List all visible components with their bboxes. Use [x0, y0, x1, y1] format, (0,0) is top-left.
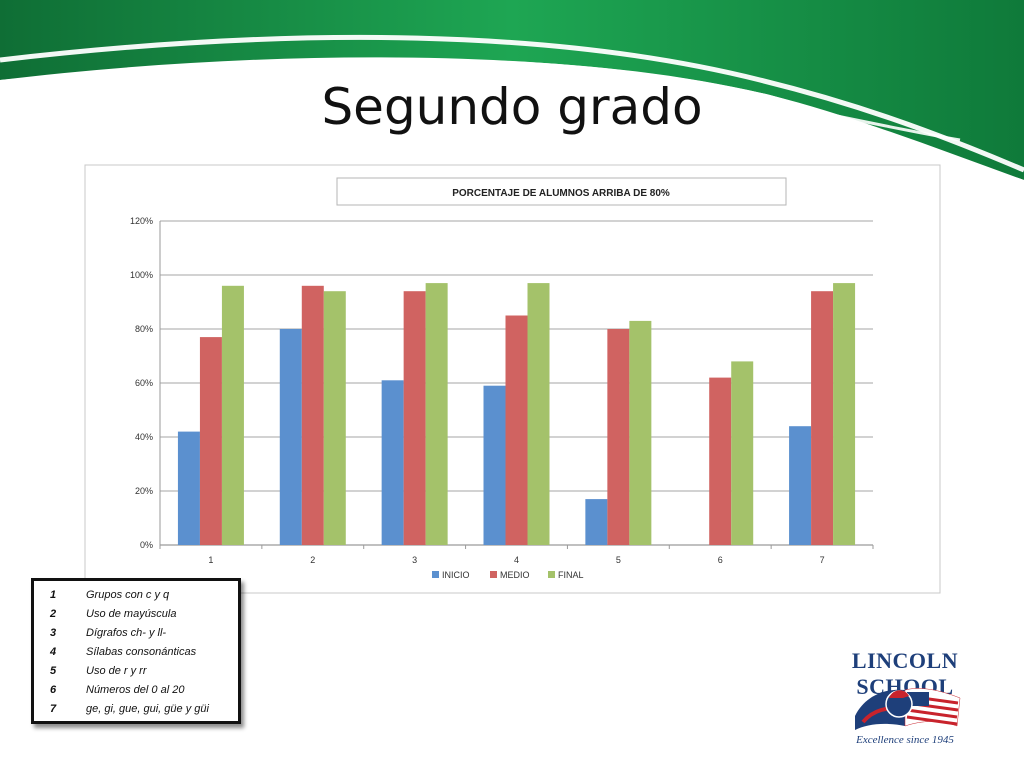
key-item: 6 Números del 0 al 20: [34, 681, 238, 700]
key-number: 1: [50, 589, 57, 601]
key-item: 4 Sílabas consonánticas: [34, 643, 238, 662]
spartan-flag-emblem-icon: [855, 688, 961, 730]
bar-final: [731, 361, 754, 545]
key-item: 7 ge, gi, gue, gui, güe y güi: [34, 700, 238, 719]
y-tick-label: 0%: [140, 540, 153, 550]
bar-final: [527, 283, 550, 545]
bar-medio: [505, 315, 528, 545]
bar-inicio: [279, 329, 302, 545]
key-text: Uso de mayúscula: [86, 608, 177, 620]
x-tick-label: 1: [208, 555, 213, 565]
school-logo: LINCOLN SCHOOL Excellence since 1945: [810, 648, 1000, 753]
key-number: 2: [50, 608, 57, 620]
x-tick-label: 2: [310, 555, 315, 565]
key-text: Uso de r y rr: [86, 665, 147, 677]
x-tick-label: 4: [514, 555, 519, 565]
chart-title: PORCENTAJE DE ALUMNOS ARRIBA DE 80%: [452, 188, 670, 199]
x-tick-label: 5: [616, 555, 621, 565]
bar-inicio: [381, 380, 404, 545]
y-tick-label: 100%: [130, 270, 153, 280]
key-item: 3 Dígrafos ch- y ll-: [34, 624, 238, 643]
header-swoosh: [0, 0, 1024, 200]
bar-inicio: [585, 499, 608, 545]
bar-medio: [301, 285, 324, 545]
key-text: Números del 0 al 20: [86, 684, 185, 696]
legend-label: MEDIO: [500, 570, 530, 580]
bar-inicio: [483, 385, 506, 545]
key-number: 3: [50, 627, 57, 639]
chart-title-box: [336, 177, 787, 206]
key-text: Grupos con c y q: [86, 589, 170, 601]
x-tick-label: 6: [718, 555, 723, 565]
y-tick-label: 40%: [135, 432, 153, 442]
bar-final: [833, 283, 856, 545]
school-tagline: Excellence since 1945: [856, 734, 954, 746]
legend-label: FINAL: [558, 570, 584, 580]
key-item: 2 Uso de mayúscula: [34, 605, 238, 624]
bar-final: [425, 283, 448, 545]
key-number: 7: [50, 703, 57, 715]
bar-inicio: [177, 431, 200, 545]
key-text: Sílabas consonánticas: [86, 646, 197, 658]
key-text: ge, gi, gue, gui, güe y güi: [86, 703, 209, 715]
category-key-box: 1 Grupos con c y q 2 Uso de mayúscula 3 Dígra…: [31, 578, 241, 724]
bar-final: [221, 285, 244, 545]
bar-final: [629, 320, 652, 545]
bar-inicio: [789, 426, 812, 545]
key-number: 5: [50, 665, 57, 677]
y-tick-label: 120%: [130, 216, 153, 226]
x-tick-label: 7: [820, 555, 825, 565]
y-tick-label: 20%: [135, 486, 153, 496]
key-number: 6: [50, 684, 57, 696]
key-number: 4: [50, 646, 57, 658]
key-item: 5 Uso de r y rr: [34, 662, 238, 681]
legend-swatch: [490, 571, 497, 578]
legend-label: INICIO: [442, 570, 470, 580]
bar-medio: [811, 291, 834, 545]
legend-swatch: [548, 571, 555, 578]
bar-medio: [403, 291, 426, 545]
key-text: Dígrafos ch- y ll-: [86, 627, 167, 639]
bar-medio: [199, 337, 222, 545]
x-tick-label: 3: [412, 555, 417, 565]
bar-final: [323, 291, 346, 545]
legend-swatch: [432, 571, 439, 578]
bar-medio: [607, 329, 630, 545]
bar-medio: [709, 377, 732, 545]
key-item: 1 Grupos con c y q: [34, 586, 238, 605]
slide-title: Segundo grado: [321, 78, 703, 136]
y-tick-label: 60%: [135, 378, 153, 388]
y-tick-label: 80%: [135, 324, 153, 334]
